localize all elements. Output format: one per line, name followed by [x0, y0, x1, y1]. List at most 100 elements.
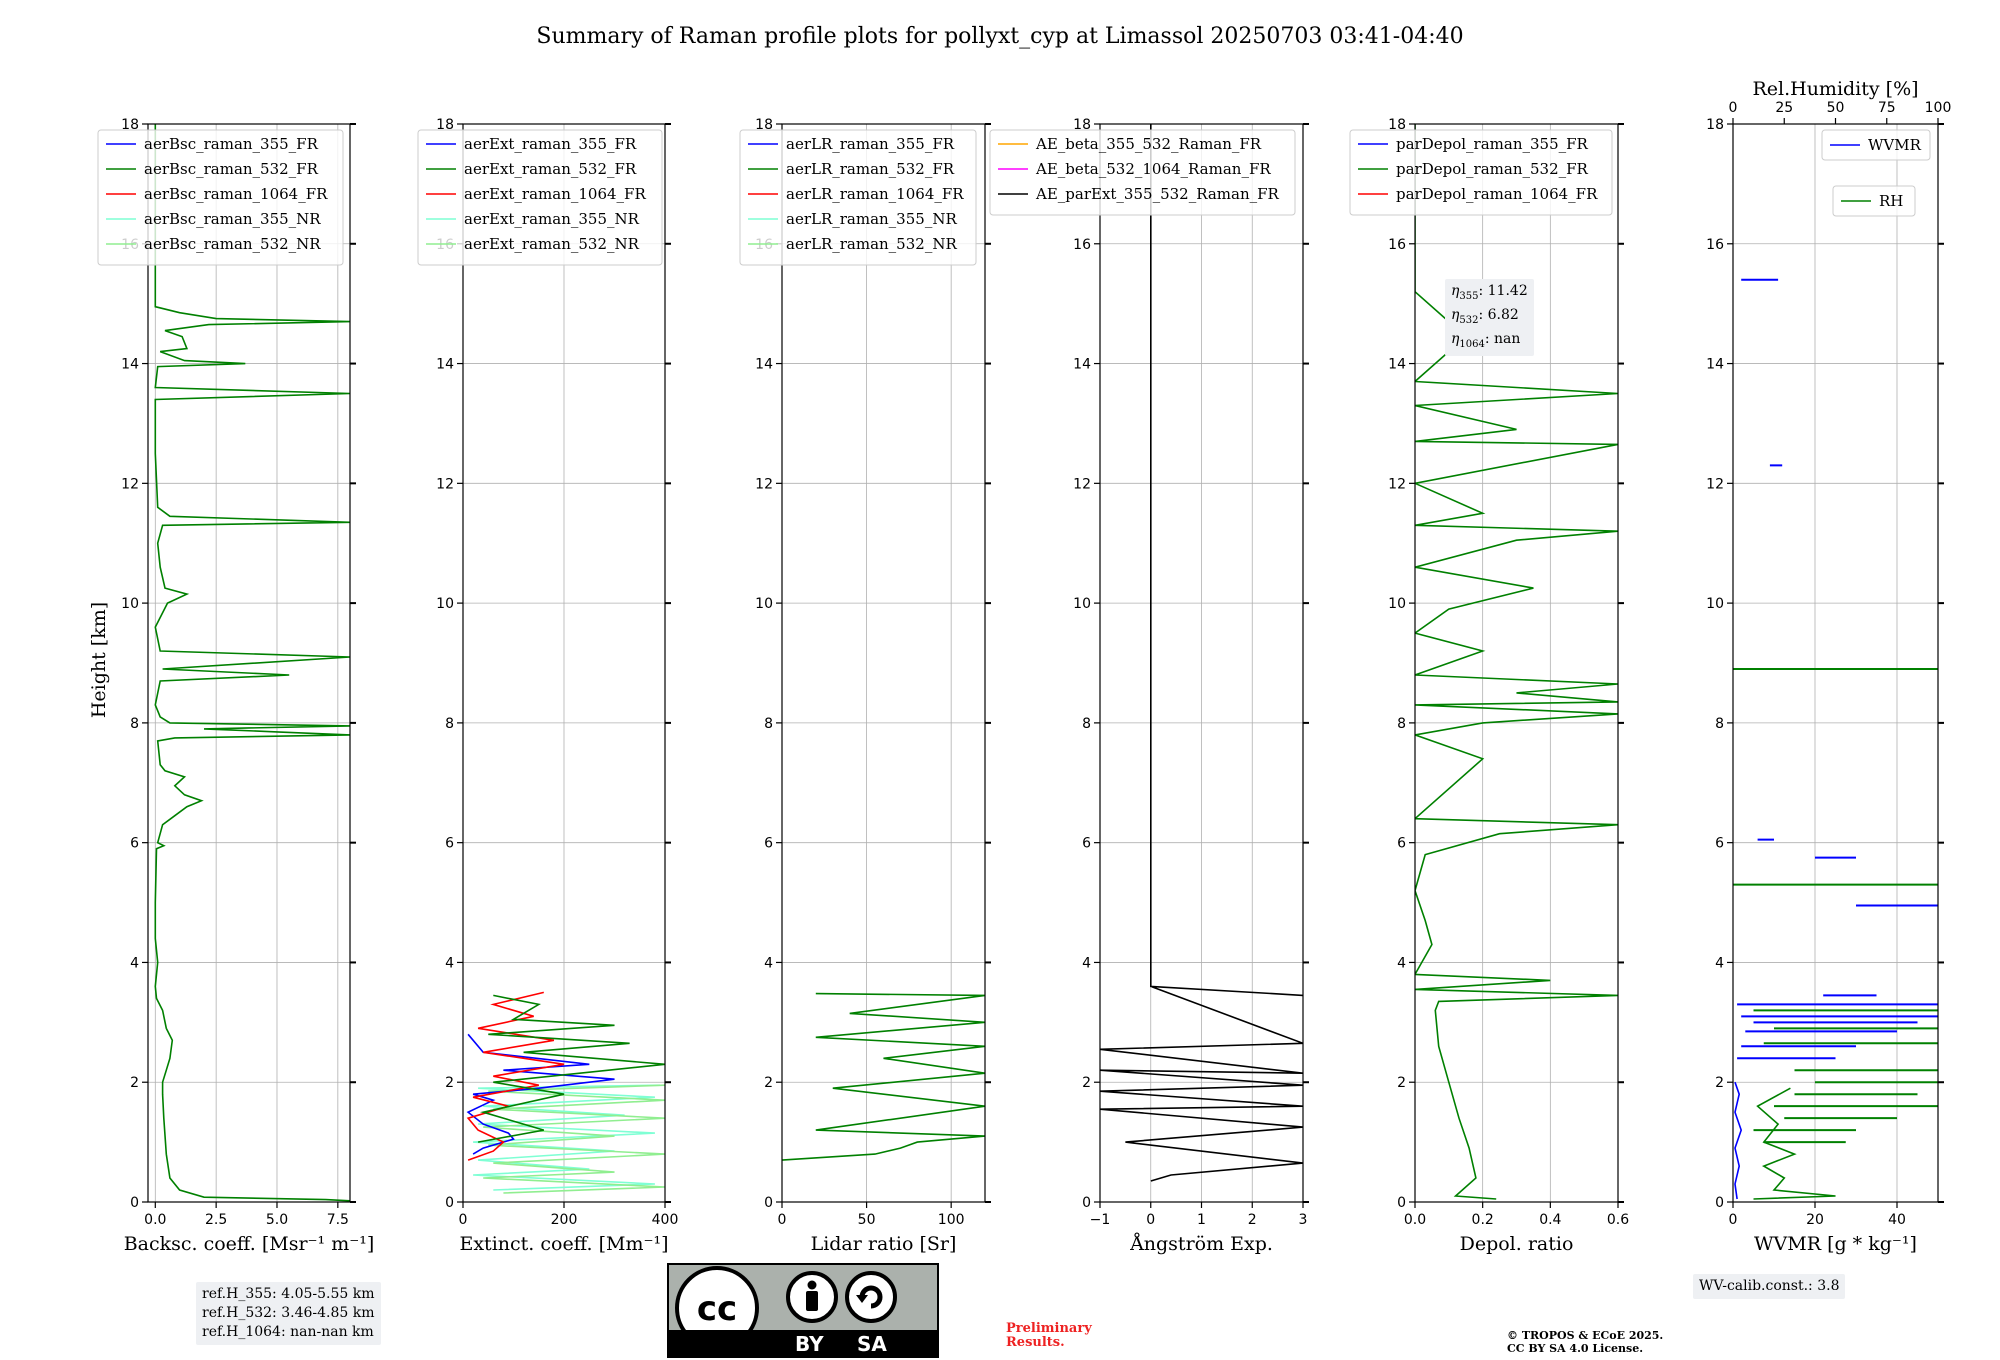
y-tick-label: 6	[445, 836, 454, 852]
plot-frame	[1732, 123, 1939, 1203]
legend-entry: AE_beta_355_532_Raman_FR	[1035, 135, 1262, 153]
y-tick-label: 16	[1073, 237, 1091, 253]
y-tick-label: 4	[445, 955, 454, 971]
y-tick-label: 14	[1073, 357, 1091, 373]
legend-entry: parDepol_raman_1064_FR	[1396, 185, 1598, 203]
x-tick-label: 0.6	[1607, 1212, 1629, 1228]
y-tick-label: 0	[1082, 1195, 1091, 1211]
wv-calib-note: WV-calib.const.: 3.8	[1693, 1274, 1846, 1299]
cc-by-sa-logo: cc BY SA	[667, 1263, 939, 1358]
cc-sa-label: SA	[857, 1332, 887, 1356]
series-group	[1415, 124, 1618, 1200]
cc-by-label: BY	[795, 1332, 824, 1356]
panel-depol: 0 2 4 6 8 10 12 14 16 18 0.0 0.2 0.4 0.6 Depol. ratio p…	[1349, 117, 1629, 1255]
legend-box	[1821, 129, 1931, 161]
legend-entry: WVMR	[1868, 136, 1922, 154]
copyright-text: © TROPOS & ECoE 2025. CC BY SA 4.0 Licen…	[1507, 1329, 1664, 1355]
legend-entry: aerLR_raman_532_NR	[786, 235, 957, 253]
legend-entry: aerBsc_raman_532_FR	[144, 160, 319, 178]
legend-box	[1349, 129, 1613, 216]
series-line-aerExt_raman_532_FR	[477, 994, 665, 1143]
svg-text:cc: cc	[697, 1289, 737, 1329]
y-tick-label: 0	[764, 1195, 773, 1211]
x-axis-label: Lidar ratio [Sr]	[811, 1233, 957, 1255]
y-tick-label: 6	[1397, 836, 1406, 852]
series-line-WVMR	[1734, 1081, 1743, 1200]
eta-note: η355: 11.42 η532: 6.82 η1064: nan	[1445, 279, 1534, 357]
y-tick-label: 8	[764, 716, 773, 732]
x-tick-label: 0	[778, 1212, 787, 1228]
legend-entry: aerExt_raman_355_FR	[464, 135, 637, 153]
y-tick-label: 2	[1715, 1075, 1724, 1091]
y-tick-label: 18	[1388, 117, 1406, 133]
x-tick-label: 0	[1146, 1212, 1155, 1228]
y-tick-label: 18	[1073, 117, 1091, 133]
series-line-RH	[1753, 1087, 1836, 1200]
legend-entry: aerBsc_raman_532_NR	[144, 235, 321, 253]
legend-box	[1832, 185, 1916, 217]
series-group	[154, 124, 350, 1202]
y-tick-label: 2	[1082, 1075, 1091, 1091]
series-line-aerLR_raman_532_FR	[782, 992, 985, 1161]
series-group	[782, 992, 985, 1161]
legend-entry: aerLR_raman_355_NR	[786, 210, 957, 228]
y-tick-label: 10	[121, 596, 139, 612]
series-line-AE_parExt_355_532_Raman_FR	[1100, 124, 1303, 1182]
series-group	[1100, 124, 1303, 1182]
legend-entry: aerLR_raman_532_FR	[786, 160, 955, 178]
legend: parDepol_raman_355_FR parDepol_raman_532_…	[1349, 129, 1613, 216]
eta-532: η532: 6.82	[1451, 306, 1519, 326]
series-group	[1733, 278, 1938, 1200]
x-tick-label: 40	[1888, 1212, 1906, 1228]
y-tick-label: 0	[1715, 1195, 1724, 1211]
legend-entry: parDepol_raman_532_FR	[1396, 160, 1589, 178]
y-tick-label: 2	[764, 1075, 773, 1091]
y-tick-label: 14	[1388, 357, 1406, 373]
y-tick-label: 12	[1073, 476, 1091, 492]
legend-box	[417, 129, 663, 266]
x-tick-label: 1	[1197, 1212, 1206, 1228]
ref-heights-note: ref.H_355: 4.05-5.55 km ref.H_532: 3.46-…	[196, 1282, 381, 1345]
legend-box	[97, 129, 344, 266]
x-tick-label: 200	[551, 1212, 578, 1228]
y-tick-label: 14	[121, 357, 139, 373]
top-tick-label: 0	[1729, 100, 1738, 116]
legend-entry: aerExt_raman_1064_FR	[464, 185, 646, 203]
preliminary-results-text: Preliminary Results.	[1006, 1321, 1092, 1350]
y-tick-label: 12	[121, 476, 139, 492]
legend-entry: aerLR_raman_1064_FR	[786, 185, 964, 203]
legend-entry: aerExt_raman_532_NR	[464, 235, 640, 253]
y-tick-label: 16	[1388, 237, 1406, 253]
y-tick-label: 10	[1073, 596, 1091, 612]
legend-box	[739, 129, 977, 266]
y-tick-label: 4	[1715, 955, 1724, 971]
y-tick-label: 18	[121, 117, 139, 133]
x-tick-label: 0.2	[1472, 1212, 1494, 1228]
x-tick-label: 100	[938, 1212, 965, 1228]
x-axis-label: Depol. ratio	[1460, 1233, 1574, 1255]
y-tick-label: 10	[1706, 596, 1724, 612]
legend-entry: AE_beta_532_1064_Raman_FR	[1035, 160, 1271, 178]
y-tick-label: 8	[1715, 716, 1724, 732]
series-line-aerExt_raman_1064_FR	[466, 991, 565, 1161]
y-tick-label: 18	[436, 117, 454, 133]
y-tick-label: 18	[1706, 117, 1724, 133]
legend: aerBsc_raman_355_FR aerBsc_raman_532_FRae…	[97, 129, 344, 266]
legend: AE_beta_355_532_Raman_FR AE_beta_532_1064…	[989, 129, 1296, 216]
figure-title: Summary of Raman profile plots for polly…	[536, 24, 1463, 49]
y-tick-label: 14	[436, 357, 454, 373]
x-tick-label: 2	[1248, 1212, 1257, 1228]
series-line-aerBsc_raman_532_FR	[154, 124, 350, 1202]
x-tick-label: 0	[1729, 1212, 1738, 1228]
x-tick-label: −1	[1090, 1212, 1111, 1228]
y-tick-label: 8	[1397, 716, 1406, 732]
panel-ext: 0246810121416180200400Extinct. coeff. [M…	[417, 117, 678, 1255]
y-tick-label: 0	[130, 1195, 139, 1211]
top-tick-label: 50	[1827, 100, 1845, 116]
x-axis-label: Extinct. coeff. [Mm⁻¹]	[459, 1233, 668, 1255]
legend-entry: aerExt_raman_532_FR	[464, 160, 637, 178]
x-tick-label: 7.5	[327, 1212, 349, 1228]
